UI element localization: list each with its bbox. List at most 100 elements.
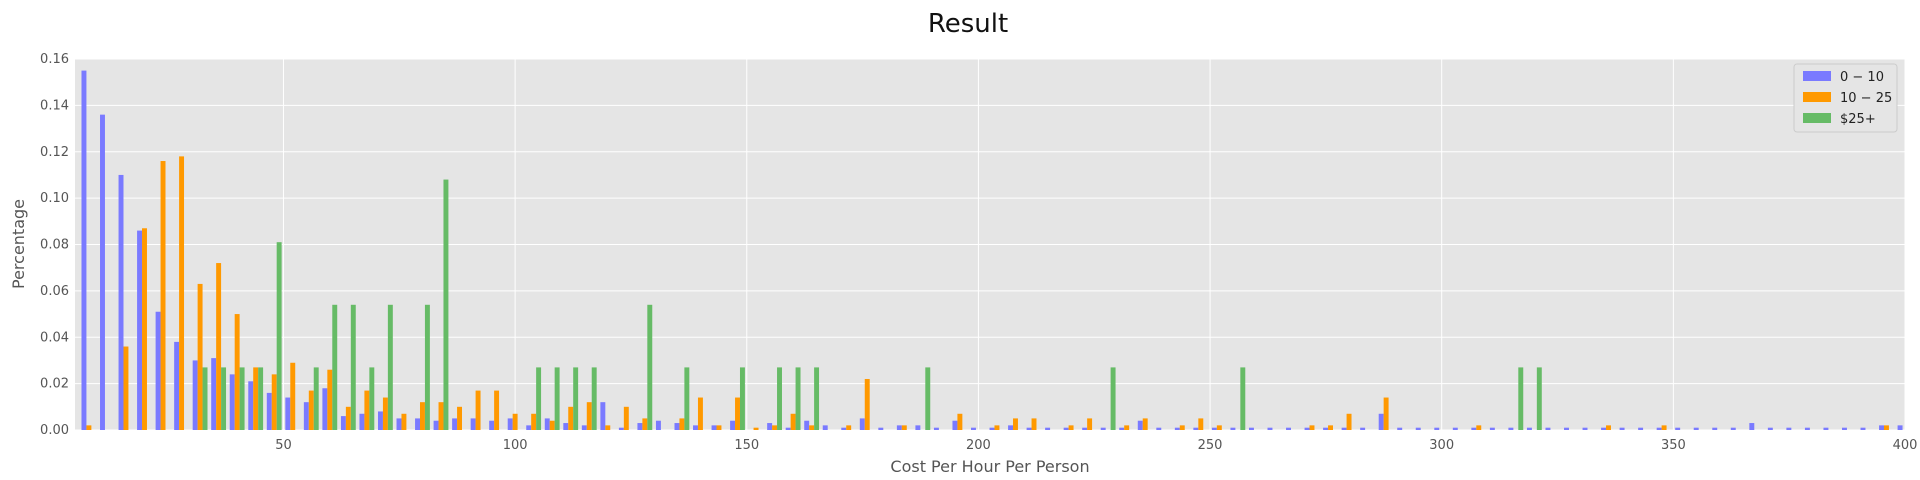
bar <box>1661 425 1667 430</box>
bar <box>777 367 782 430</box>
bar <box>266 392 272 430</box>
bar <box>563 423 569 430</box>
bar <box>216 263 222 430</box>
bar <box>971 427 976 430</box>
bar <box>859 418 865 430</box>
bar <box>1328 425 1333 430</box>
bar <box>174 341 180 430</box>
bar <box>716 425 722 430</box>
bar <box>1712 427 1718 430</box>
x-tick-label: 300 <box>1429 438 1454 453</box>
bar <box>415 418 420 430</box>
bar <box>822 425 828 430</box>
bar <box>308 390 314 430</box>
bar <box>248 381 254 430</box>
bar <box>1045 427 1051 430</box>
bar <box>100 114 105 431</box>
bar <box>1897 425 1903 430</box>
bar <box>1068 425 1074 430</box>
bar <box>739 367 745 430</box>
bar <box>952 420 958 430</box>
bar <box>433 420 439 430</box>
x-tick-label: 350 <box>1661 438 1686 453</box>
bar <box>1471 427 1477 430</box>
y-tick-label: 0.16 <box>40 52 69 67</box>
bar <box>387 304 393 430</box>
bar <box>753 427 759 430</box>
bar <box>536 367 542 430</box>
bar <box>1100 427 1106 430</box>
bar <box>229 374 235 430</box>
bar <box>864 378 870 430</box>
bar <box>327 369 333 430</box>
bar <box>772 425 778 430</box>
bar <box>340 416 346 430</box>
bar <box>1693 427 1699 430</box>
x-tick-label: 150 <box>734 438 759 453</box>
y-tick-label: 0.14 <box>40 98 69 113</box>
bar <box>1508 427 1514 430</box>
bar <box>494 390 500 430</box>
x-tick-label: 200 <box>966 438 991 453</box>
bar <box>160 161 166 430</box>
bar <box>1026 427 1032 430</box>
bar <box>1564 427 1569 430</box>
x-tick-label: 50 <box>275 438 292 453</box>
bar <box>878 427 884 430</box>
bar <box>1383 397 1389 430</box>
bar <box>1240 367 1246 430</box>
bar <box>925 367 931 430</box>
bar <box>785 427 791 430</box>
bar <box>1087 418 1093 430</box>
bar <box>489 420 495 430</box>
bar <box>809 425 815 430</box>
chart-title: Result <box>928 9 1008 39</box>
x-tick-label: 250 <box>1198 438 1223 453</box>
bar <box>1013 418 1018 430</box>
bar <box>1582 427 1588 430</box>
bar <box>1378 413 1384 430</box>
bar <box>81 70 87 430</box>
bars <box>81 70 1903 431</box>
bar <box>359 413 365 430</box>
bar <box>276 242 282 430</box>
bar <box>1675 427 1681 430</box>
bar <box>1879 425 1884 430</box>
bar <box>155 311 161 430</box>
bar <box>457 406 463 430</box>
bar <box>192 360 198 430</box>
y-axis-label: Percentage <box>9 199 28 289</box>
bar <box>142 228 147 430</box>
bar <box>544 418 550 430</box>
y-tick-label: 0.08 <box>40 238 69 253</box>
bar <box>507 418 513 430</box>
bar <box>1360 427 1366 430</box>
bar <box>1179 425 1185 430</box>
bar <box>1198 418 1204 430</box>
bar <box>586 402 592 430</box>
legend-swatch <box>1803 71 1831 81</box>
bar <box>1346 413 1352 430</box>
bar <box>424 304 430 430</box>
bar <box>795 367 801 430</box>
x-tick-label: 100 <box>503 438 528 453</box>
bar <box>1619 427 1625 430</box>
bar <box>896 425 902 430</box>
bar <box>1211 427 1217 430</box>
bar <box>605 425 611 430</box>
bar <box>1823 427 1829 430</box>
bar <box>1309 425 1315 430</box>
y-tick-labels: 0.00 0.02 0.04 0.06 0.08 0.10 0.12 0.14 0.16 <box>40 52 69 438</box>
bar <box>512 413 518 430</box>
y-tick-label: 0.12 <box>40 145 69 160</box>
bar <box>531 413 537 430</box>
bar <box>1841 427 1847 430</box>
x-tick-label: 400 <box>1893 438 1918 453</box>
y-tick-label: 0.02 <box>40 377 69 392</box>
bar <box>332 304 338 430</box>
bar <box>137 230 143 430</box>
y-tick-label: 0.10 <box>40 191 69 206</box>
bar <box>1082 427 1088 430</box>
bar <box>957 413 963 430</box>
bar <box>322 388 328 430</box>
